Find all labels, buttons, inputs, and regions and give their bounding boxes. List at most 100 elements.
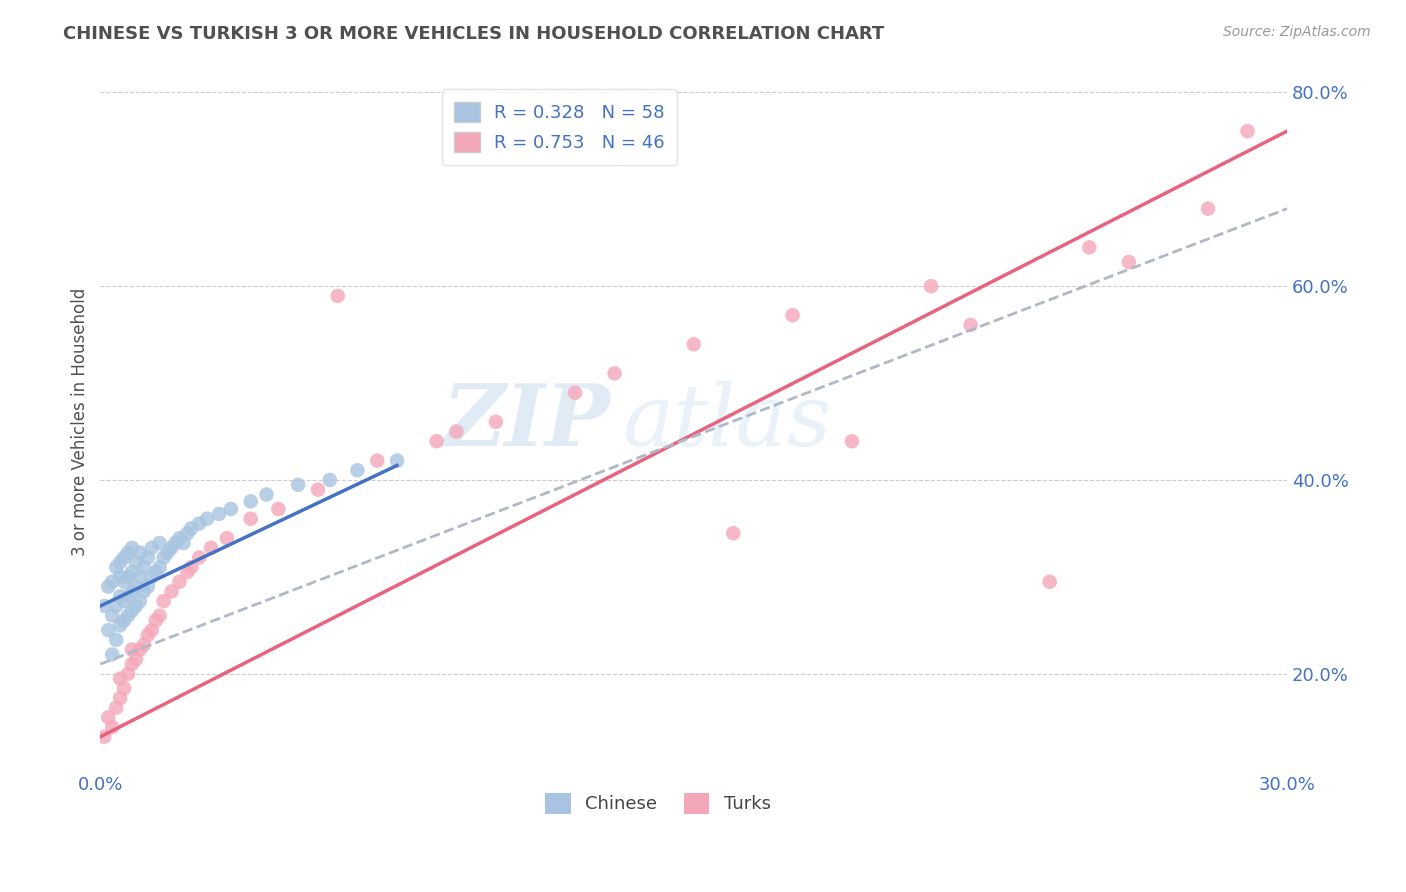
Point [101, 720, 124, 734]
Point [1197, 202, 1219, 216]
Point [117, 589, 139, 603]
Point [176, 565, 198, 579]
Legend: Chinese, Turks: Chinese, Turks [534, 782, 782, 824]
Point [121, 584, 143, 599]
Point [112, 550, 135, 565]
Point [97, 710, 120, 724]
Point [117, 666, 139, 681]
Point [105, 632, 128, 647]
Point [101, 574, 124, 589]
Point [129, 594, 152, 608]
Point [723, 526, 745, 541]
Point [108, 570, 131, 584]
Point [108, 618, 131, 632]
Point [287, 478, 309, 492]
Point [1039, 574, 1062, 589]
Point [149, 560, 172, 574]
Point [121, 604, 143, 618]
Point [145, 614, 167, 628]
Point [117, 570, 139, 584]
Point [215, 531, 238, 545]
Point [366, 453, 388, 467]
Point [121, 642, 143, 657]
Point [307, 483, 329, 497]
Point [129, 546, 152, 560]
Point [141, 541, 163, 555]
Point [920, 279, 942, 293]
Point [105, 560, 128, 574]
Point [117, 546, 139, 560]
Point [188, 550, 211, 565]
Point [149, 608, 172, 623]
Point [97, 623, 120, 637]
Point [108, 672, 131, 686]
Point [136, 580, 159, 594]
Point [1078, 240, 1101, 254]
Point [188, 516, 211, 531]
Point [180, 521, 202, 535]
Point [121, 657, 143, 672]
Point [105, 700, 128, 714]
Point [97, 580, 120, 594]
Point [121, 565, 143, 579]
Point [132, 584, 155, 599]
Point [112, 594, 135, 608]
Point [200, 541, 222, 555]
Point [782, 308, 804, 322]
Point [101, 608, 124, 623]
Point [93, 730, 115, 744]
Point [129, 642, 152, 657]
Point [841, 434, 863, 449]
Point [125, 652, 148, 666]
Point [156, 546, 179, 560]
Point [112, 681, 135, 696]
Point [125, 580, 148, 594]
Text: CHINESE VS TURKISH 3 OR MORE VEHICLES IN HOUSEHOLD CORRELATION CHART: CHINESE VS TURKISH 3 OR MORE VEHICLES IN… [63, 25, 884, 43]
Point [603, 367, 626, 381]
Point [117, 608, 139, 623]
Point [267, 502, 290, 516]
Text: ZIP: ZIP [443, 380, 610, 464]
Point [125, 599, 148, 613]
Point [125, 555, 148, 569]
Point [346, 463, 368, 477]
Point [564, 385, 586, 400]
Point [1118, 255, 1140, 269]
Point [682, 337, 704, 351]
Point [108, 589, 131, 603]
Point [208, 507, 231, 521]
Point [485, 415, 508, 429]
Point [129, 570, 152, 584]
Point [101, 648, 124, 662]
Point [108, 691, 131, 706]
Point [152, 594, 174, 608]
Point [195, 512, 218, 526]
Point [132, 560, 155, 574]
Point [160, 541, 183, 555]
Point [959, 318, 981, 332]
Point [145, 565, 167, 579]
Point [169, 574, 191, 589]
Point [112, 574, 135, 589]
Point [319, 473, 342, 487]
Point [132, 638, 155, 652]
Point [112, 614, 135, 628]
Point [169, 531, 191, 545]
Point [93, 599, 115, 613]
Point [180, 560, 202, 574]
Point [172, 536, 194, 550]
Point [160, 584, 183, 599]
Point [141, 570, 163, 584]
Point [149, 536, 172, 550]
Point [1236, 124, 1258, 138]
Point [256, 487, 278, 501]
Text: atlas: atlas [623, 381, 831, 463]
Point [326, 289, 349, 303]
Point [152, 550, 174, 565]
Text: Source: ZipAtlas.com: Source: ZipAtlas.com [1223, 25, 1371, 39]
Point [385, 453, 408, 467]
Point [239, 494, 262, 508]
Point [121, 541, 143, 555]
Point [105, 599, 128, 613]
Point [446, 425, 468, 439]
